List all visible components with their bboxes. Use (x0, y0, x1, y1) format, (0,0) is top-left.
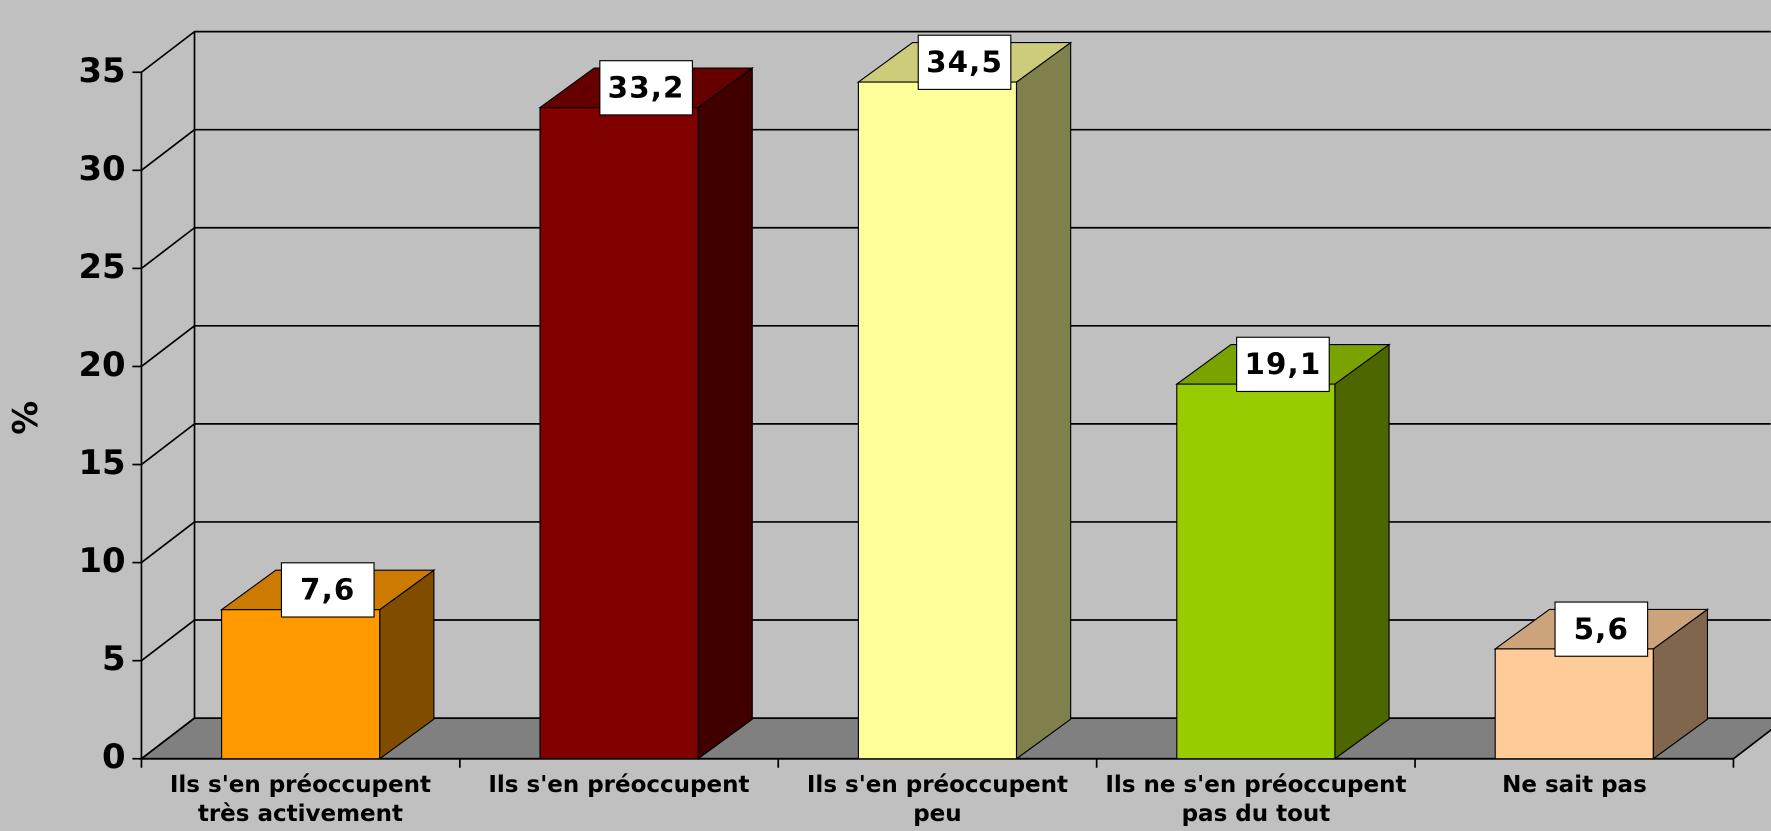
x-tick-label: Ils s'en préoccupent peu (806, 772, 1069, 828)
y-tick-label: 15 (79, 443, 126, 482)
value-label: 34,5 (926, 45, 1003, 79)
bar-side (697, 66, 753, 760)
y-axis-label: % (6, 401, 45, 435)
side-grid-line (140, 619, 196, 662)
y-tick-label: 5 (102, 639, 126, 678)
side-grid-line (140, 129, 196, 172)
y-tick-label: 35 (79, 51, 126, 90)
side-grid-line (140, 521, 196, 564)
bar (539, 107, 699, 760)
side-grid-line (140, 717, 196, 760)
x-tick-label: Ils ne s'en préoccupent pas du tout (1105, 772, 1407, 828)
value-label-box (280, 562, 375, 618)
side-grid-line (140, 227, 196, 270)
value-label: 19,1 (1244, 347, 1321, 381)
y-tick-label: 30 (79, 149, 126, 188)
value-label-box (917, 34, 1012, 90)
value-label-box (1236, 336, 1330, 393)
bar (857, 81, 1018, 760)
y-tick-label: 10 (79, 541, 126, 580)
value-label: 5,6 (1574, 612, 1629, 646)
bar (221, 609, 381, 760)
x-tick-label: Ils s'en préoccupent très activement (169, 772, 431, 828)
bar-side (1334, 343, 1390, 760)
bar (1176, 383, 1336, 760)
x-tick-label: Ils s'en préoccupent (488, 772, 750, 799)
side-grid-line (140, 325, 196, 368)
bar (1494, 648, 1654, 760)
y-tick-label: 20 (79, 345, 126, 384)
value-label-box (1554, 601, 1649, 657)
value-label: 7,6 (300, 573, 355, 607)
value-label: 33,2 (608, 70, 685, 104)
side-grid-line (140, 423, 196, 466)
value-label-box (599, 60, 693, 116)
y-tick-label: 25 (79, 247, 126, 286)
x-tick-label: Ne sait pas (1502, 772, 1647, 799)
side-grid-line (140, 30, 196, 73)
bar-side (1015, 41, 1072, 760)
y-tick-label: 0 (102, 737, 126, 776)
